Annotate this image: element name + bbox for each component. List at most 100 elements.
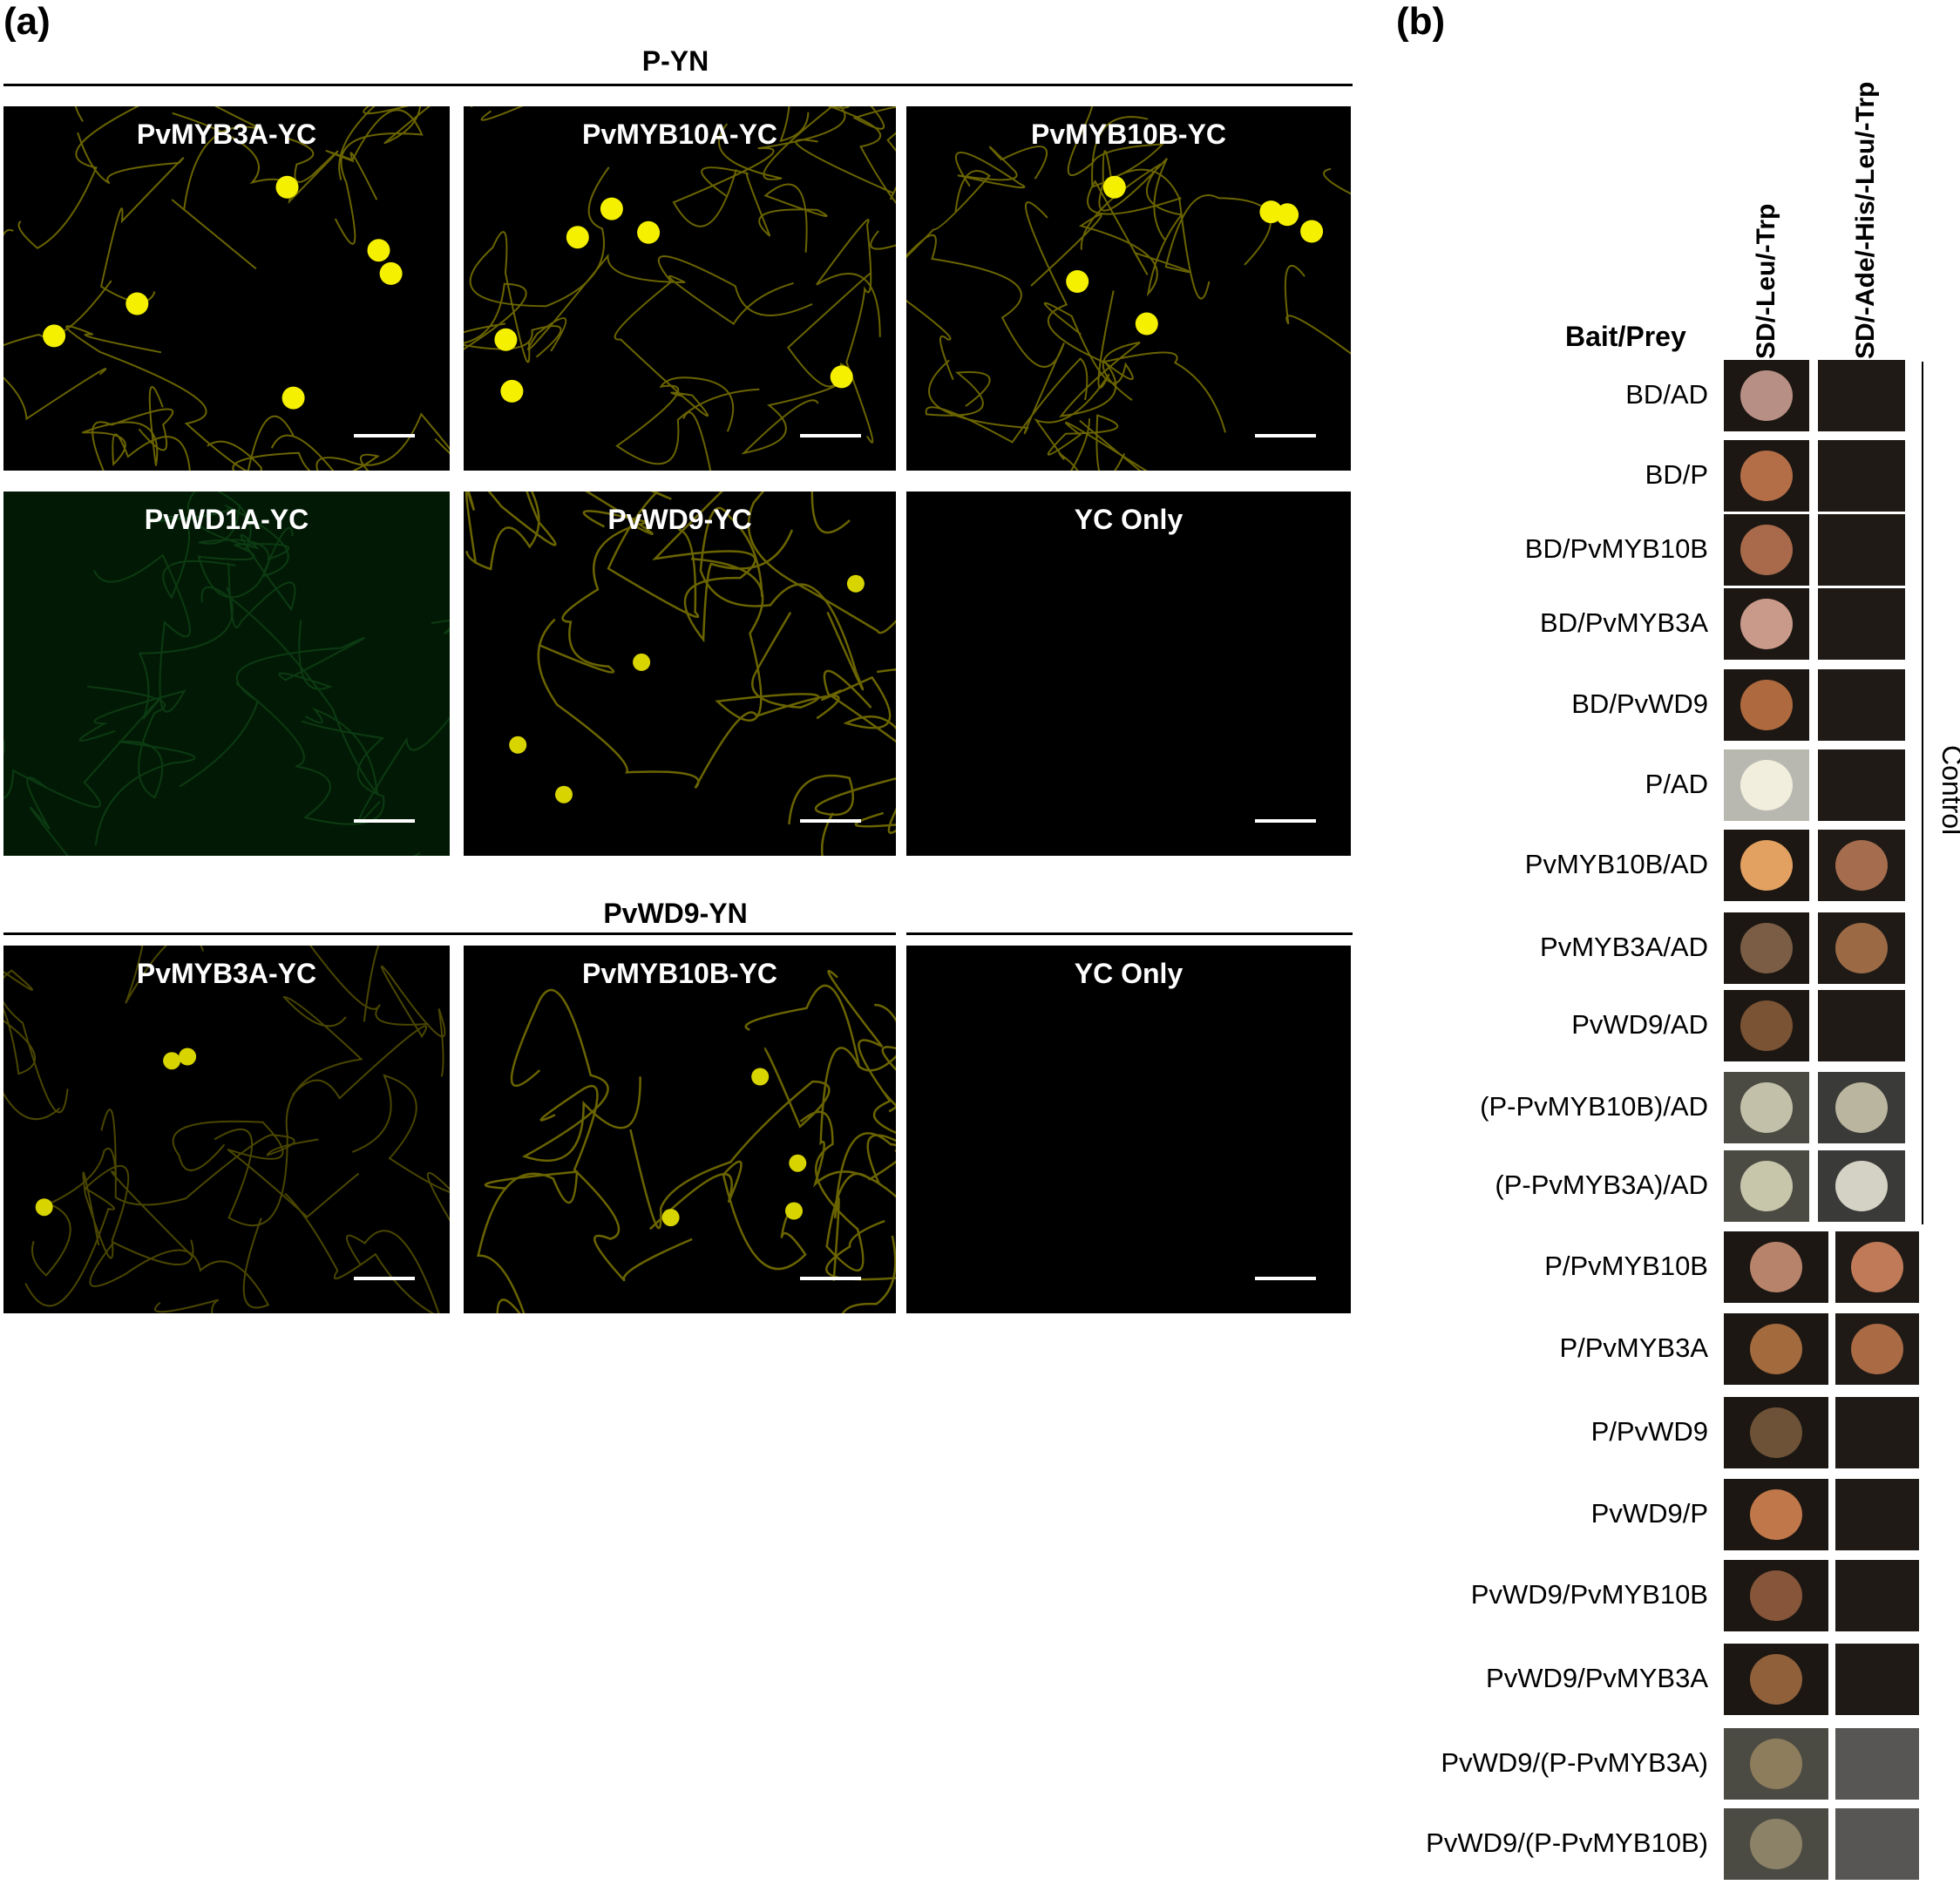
nucleus [163,1052,181,1070]
cell-wall [682,411,712,471]
cell-wall [232,415,380,471]
cell-wall [100,1109,319,1206]
cell-wall [526,253,794,352]
fluorescence-image [906,492,1351,856]
cell-wall [154,1298,220,1313]
plate-sd-leu-trp [1724,1808,1828,1880]
yeast-colony [1750,1407,1802,1458]
cell-wall [284,1192,440,1313]
cell-wall [651,492,794,643]
plate-sd-leu-trp [1724,1397,1828,1468]
plate-sd-leu-trp [1724,749,1809,821]
cell-wall [291,965,446,1100]
plate-sd-ade-his-leu-trp [1835,1808,1919,1880]
row-label: BD/PvWD9 [1571,688,1708,719]
yeast-colony [1740,599,1793,649]
nucleus [35,1198,53,1217]
plate-sd-ade-his-leu-trp [1835,1231,1919,1303]
nucleus [1102,175,1126,199]
row-label: PvMYB3A/AD [1540,932,1708,962]
cell-wall [1025,201,1134,384]
cell-wall [1087,180,1272,275]
row-label: (P-PvMYB10B)/AD [1480,1091,1708,1122]
cell-wall [197,504,290,599]
scale-bar [800,1277,861,1280]
row-label: BD/PvMYB3A [1540,607,1708,638]
cell-wall [699,506,865,691]
nucleus [43,324,66,348]
plate-sd-leu-trp [1724,360,1809,431]
cell-wall [779,106,810,142]
plate-sd-leu-trp [1724,912,1809,984]
nucleus [500,379,524,403]
cell-wall [841,1235,896,1313]
scale-bar [1255,434,1316,437]
nucleus [785,1202,803,1220]
nucleus [751,1068,770,1086]
cell-wall [315,412,450,471]
yeast-colony [1750,1570,1802,1621]
plate-sd-leu-trp [1724,990,1809,1061]
cell-wall [200,587,378,797]
cell-wall [179,620,365,788]
nucleus [1135,312,1158,336]
cell-wall [477,1170,579,1313]
nucleus [566,226,589,249]
cell-wall [1059,341,1226,433]
cell-wall [3,228,14,237]
nucleus [633,653,651,671]
plate-sd-ade-his-leu-trp [1818,1072,1905,1143]
cell-wall [788,774,896,825]
column-header-sd-leu-trp: SD/-Leu/-Trp [1752,203,1780,359]
image-label: PvMYB3A-YC [136,119,317,150]
cell-wall [89,1217,270,1309]
row-label: (P-PvMYB3A)/AD [1495,1170,1708,1200]
cell-wall [74,106,263,270]
yeast-colony [1740,840,1793,891]
panel-b-letter: (b) [1396,0,1446,43]
cell-wall [866,1003,896,1184]
scale-bar [354,434,415,437]
nucleus [379,261,403,285]
nucleus [494,328,518,351]
cell-wall [214,996,363,1227]
cell-wall [672,106,846,227]
plate-sd-leu-trp [1724,1479,1828,1550]
plate-sd-ade-his-leu-trp [1818,669,1905,741]
plate-sd-ade-his-leu-trp [1818,440,1905,512]
cell-wall [906,170,991,381]
cell-wall [744,984,896,1198]
row-label: PvMYB10B/AD [1524,849,1708,879]
cell-wall [510,988,641,1162]
image-label: PvWD9-YC [607,504,752,535]
cell-wall [1067,106,1165,188]
row-label: P/PvWD9 [1590,1416,1708,1447]
row-label: BD/P [1645,459,1708,490]
cell-wall [816,219,881,444]
row-label: BD/AD [1625,379,1708,410]
cell-wall [172,1120,360,1218]
row-label: PvWD9/(P-PvMYB10B) [1426,1827,1708,1858]
yeast-colony [1740,923,1793,973]
section-title-pvwd9-yn: PvWD9-YN [603,898,748,929]
yeast-colony [1740,1000,1793,1051]
plate-sd-leu-trp [1724,1728,1828,1800]
bifc-image-1-2: PvMYB10A-YC [464,106,896,471]
row-label: P/AD [1645,769,1708,799]
cell-wall [607,492,700,619]
nucleus [281,386,305,410]
nucleus [1276,203,1299,227]
yeast-colony [1835,923,1888,973]
cell-wall [24,1164,130,1307]
nucleus [367,239,390,262]
fluorescence-image [477,969,896,1313]
nucleus [637,220,661,244]
scale-bar [800,819,861,823]
cell-wall [827,969,896,1135]
cell-wall [87,685,196,846]
scale-bar [354,1277,415,1280]
bifc-image-2-1: PvWD1A-YC [3,492,450,856]
cell-wall [77,132,185,303]
cell-wall [538,510,648,674]
cell-wall [92,408,174,471]
